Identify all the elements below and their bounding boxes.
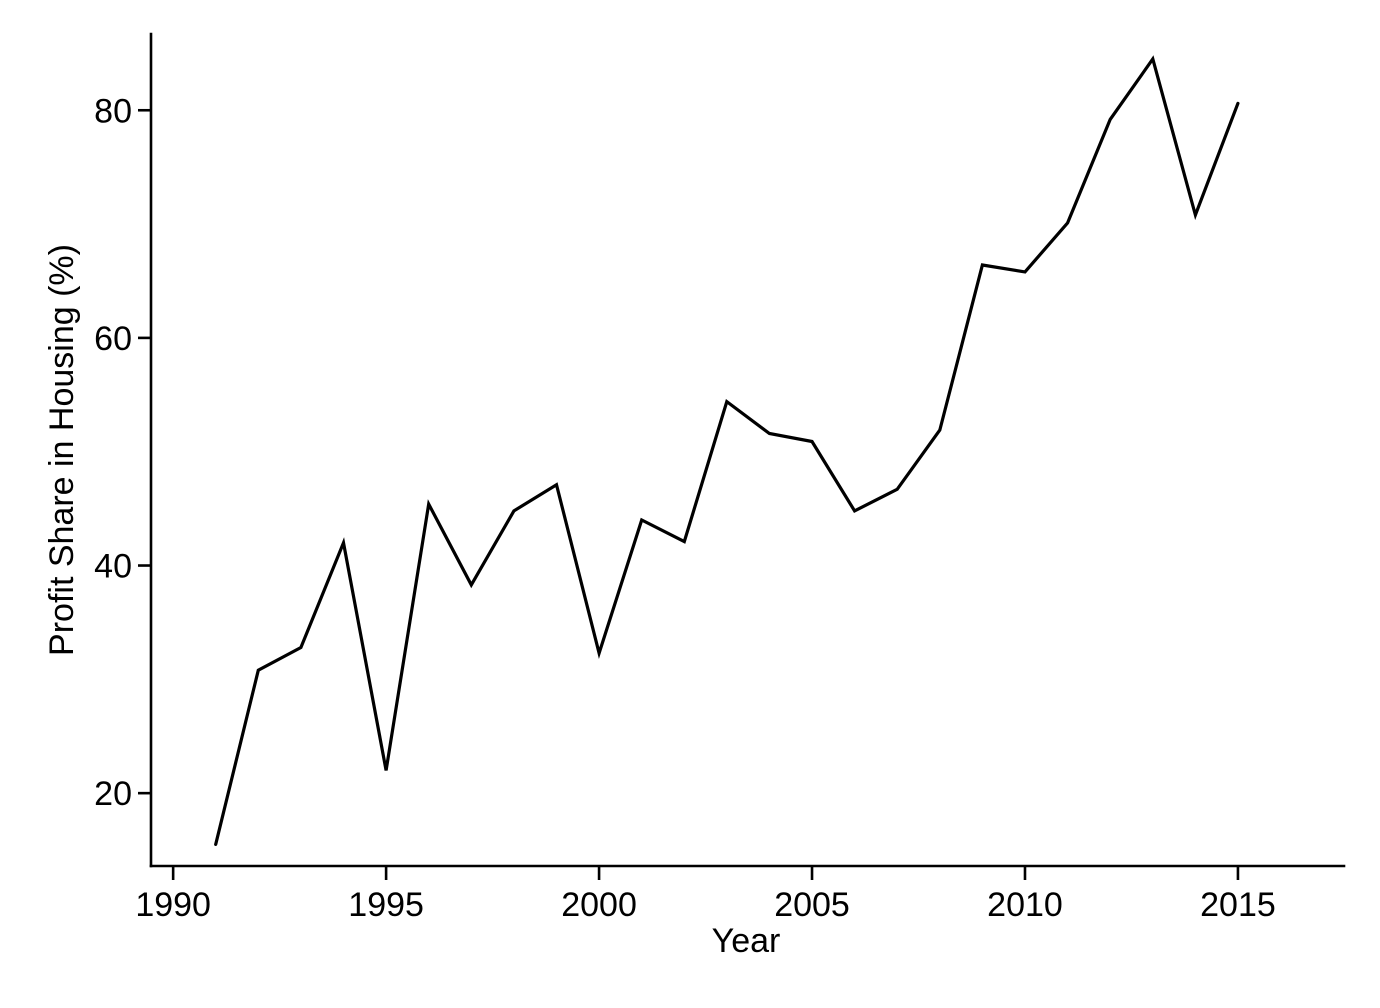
- profit-share-line: [214, 55, 1240, 847]
- x-tick-label: 2000: [561, 886, 637, 924]
- y-tick-label: 60: [94, 320, 132, 358]
- y-tick-label: 40: [94, 548, 132, 586]
- x-tick-label: 1990: [135, 886, 211, 924]
- x-tick-label: 2010: [987, 886, 1063, 924]
- x-tick-label: 2005: [774, 886, 850, 924]
- y-axis-title: Profit Share in Housing (%): [43, 244, 81, 656]
- x-axis-title: Year: [712, 922, 781, 960]
- x-tick-label: 1995: [348, 886, 424, 924]
- y-tick-label: 20: [94, 775, 132, 813]
- data-series: [214, 55, 1240, 847]
- x-axis-ticks: 1990 1995 2000 2005 2010 2015: [135, 866, 1276, 924]
- x-tick-label: 2015: [1200, 886, 1276, 924]
- y-tick-label: 80: [94, 92, 132, 130]
- y-axis-ticks: 20 40 60 80: [94, 92, 151, 813]
